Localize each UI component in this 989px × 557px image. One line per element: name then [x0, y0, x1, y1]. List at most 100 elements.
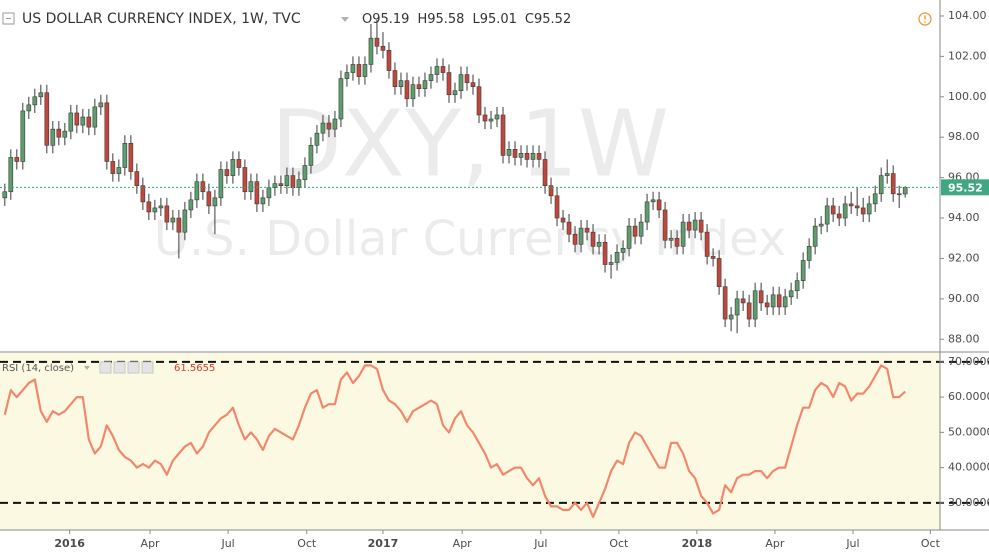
candle-body: [710, 256, 716, 259]
candle-body: [752, 290, 758, 320]
candle-body: [758, 290, 764, 304]
candle-body: [500, 114, 506, 156]
indicator-hide-button[interactable]: [113, 361, 126, 374]
candle-body: [794, 280, 800, 292]
candle-body: [812, 225, 818, 247]
candle-body: [386, 50, 392, 71]
candle-body: [44, 92, 50, 146]
candle-body: [314, 132, 320, 146]
candle-body: [206, 191, 212, 207]
candle-body: [320, 122, 326, 134]
candle-body: [338, 78, 344, 120]
candle-body: [614, 252, 620, 263]
candle-body: [182, 209, 188, 233]
candle-body: [104, 102, 110, 162]
candle-body: [590, 231, 596, 247]
candle-body: [296, 179, 302, 189]
candle-body: [578, 227, 584, 245]
candle-body: [74, 112, 80, 126]
header: US DOLLAR CURRENCY INDEX, 1W, TVC O95.19…: [2, 11, 932, 27]
candle-body: [512, 149, 518, 158]
y-tick-label: 90.00: [948, 292, 980, 305]
candle-body: [362, 64, 368, 77]
candle-body: [776, 294, 782, 308]
candle-body: [452, 90, 458, 96]
candle-body: [830, 205, 836, 215]
candle-body: [848, 203, 854, 207]
candle-body: [398, 80, 404, 87]
candle-body: [308, 144, 314, 166]
ohlc-prefix: C: [525, 12, 534, 27]
indicator-y-tick-label: 70.0000: [948, 355, 989, 368]
watermark-symbol: DXY, 1W: [271, 90, 669, 197]
candle-body: [122, 142, 128, 168]
alert-icon[interactable]: [918, 12, 932, 26]
x-tick-label: Jul: [220, 537, 234, 550]
candle-body: [674, 237, 680, 247]
indicator-menu-arrow[interactable]: [84, 366, 90, 370]
candle-body: [722, 286, 728, 320]
collapse-icon[interactable]: [2, 12, 15, 25]
indicator-line: [3, 364, 906, 519]
indicator-value: 61.5655: [174, 363, 215, 374]
candle-body: [80, 116, 86, 126]
candle-body: [404, 80, 410, 100]
candle-body: [632, 225, 638, 237]
candle-body: [782, 296, 788, 308]
y-tick-label: 104.00: [948, 9, 987, 22]
candle-body: [554, 195, 560, 219]
candle-body: [506, 149, 512, 156]
x-tick-label: 2016: [54, 537, 85, 550]
indicator-y-tick-label: 30.0000: [948, 496, 989, 509]
candle-body: [50, 128, 56, 146]
candle-body: [440, 66, 446, 73]
candle-body: [110, 161, 116, 174]
ohlc-value: 95.01: [480, 12, 517, 27]
candle-body: [68, 112, 74, 132]
candle-body: [788, 290, 794, 298]
candle-body: [476, 86, 482, 116]
candle-body: [692, 219, 698, 231]
y-tick-label: 102.00: [948, 49, 987, 62]
ohlc-value: 95.52: [534, 12, 571, 27]
indicator-add-button[interactable]: [127, 361, 140, 374]
candle-body: [608, 262, 614, 265]
indicator-more-button[interactable]: [141, 361, 154, 374]
candle-body: [410, 84, 416, 100]
candle-body: [464, 74, 470, 83]
candle-body: [884, 173, 890, 176]
candle-body: [764, 302, 770, 308]
candle-body: [140, 185, 146, 203]
candle-body: [254, 181, 260, 205]
candle-body: [902, 187, 908, 195]
candle-body: [212, 197, 218, 207]
candle-body: [230, 159, 236, 176]
candle-body: [650, 199, 656, 203]
candle-body: [740, 298, 746, 304]
x-tick-label: Oct: [921, 537, 941, 550]
candle-body: [368, 37, 374, 65]
candle-body: [524, 153, 530, 160]
candle-body: [176, 217, 182, 233]
indicator-y-tick-label: 40.0000: [948, 461, 989, 474]
candle-body: [170, 217, 176, 223]
menu-arrow[interactable]: [341, 17, 349, 22]
indicator-legend: RSI (14, close) 61.5655: [2, 361, 215, 374]
candle-body: [248, 181, 254, 193]
candle-body: [158, 205, 164, 209]
candle-body: [344, 72, 350, 79]
x-tick-label: Apr: [141, 537, 161, 550]
candle-body: [818, 223, 824, 227]
candle-body: [878, 175, 884, 195]
candle-body: [494, 114, 500, 120]
candle-body: [890, 173, 896, 195]
candle-body: [836, 213, 842, 219]
y-tick-label: 98.00: [948, 130, 980, 143]
y-tick-label: 100.00: [948, 90, 987, 103]
indicator-settings-button[interactable]: [99, 361, 112, 374]
candle-body: [26, 104, 32, 112]
candle-body: [560, 217, 566, 223]
candle-body: [164, 205, 170, 223]
candle-body: [746, 302, 752, 320]
candle-body: [638, 221, 644, 237]
